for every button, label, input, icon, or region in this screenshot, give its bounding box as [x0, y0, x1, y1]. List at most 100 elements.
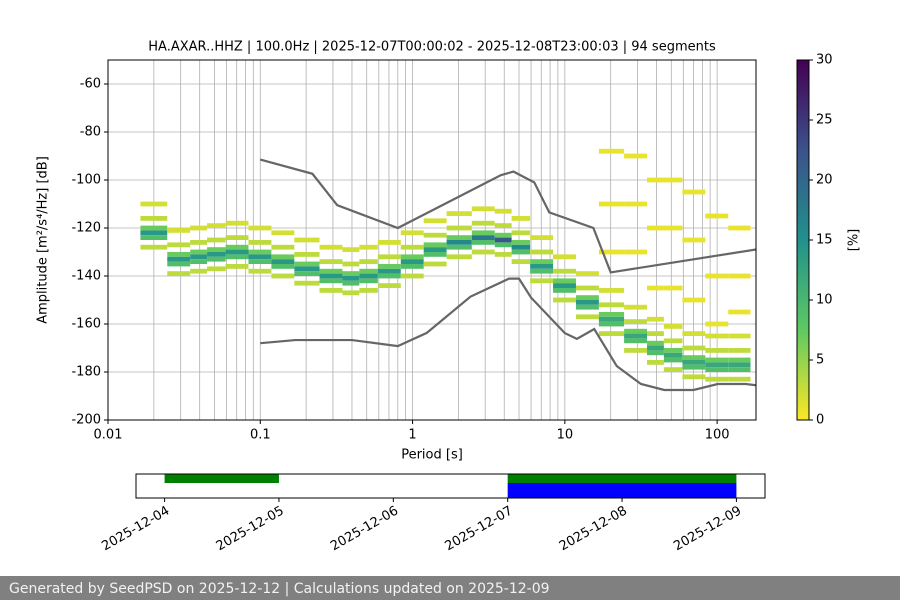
psd-cell: [248, 268, 272, 274]
psd-cell: [471, 230, 495, 236]
colorbar-tick-label: 10: [816, 293, 833, 308]
psd-cell: [511, 230, 531, 236]
psd-cell: [207, 256, 226, 262]
psd-cell: [728, 362, 751, 368]
psd-cell: [446, 244, 472, 250]
psd-cell: [598, 288, 625, 293]
psd-cell: [663, 357, 683, 363]
plot-frame: [107, 59, 757, 421]
psd-cell: [225, 235, 249, 240]
psd-cell: [682, 355, 706, 360]
psd-cell: [682, 237, 706, 243]
x-tick-label: 0.1: [250, 428, 271, 443]
psd-cell: [530, 235, 554, 240]
x-tick-label: 2025-12-04: [99, 504, 172, 555]
psd-cell: [624, 249, 648, 255]
psd-cell: [575, 314, 599, 320]
psd-cell: [647, 345, 664, 351]
psd-cell: [553, 297, 576, 303]
psd-cell: [682, 360, 706, 365]
psd-cell: [624, 319, 648, 324]
psd-cell: [663, 338, 683, 344]
psd-cell: [705, 357, 729, 363]
psd-cell: [271, 273, 295, 279]
colorbar-tick-label: 20: [816, 173, 833, 188]
psd-cell: [575, 271, 599, 276]
psd-cell: [647, 285, 664, 291]
psd-cell: [624, 333, 648, 339]
psd-cell: [624, 338, 648, 344]
psd-cell: [705, 273, 729, 279]
psd-cell: [511, 244, 531, 250]
x-tick-label: 10: [557, 428, 574, 443]
x-tick-label: 2025-12-08: [557, 504, 630, 555]
psd-cell: [663, 177, 683, 183]
timeline-frame: [135, 473, 766, 499]
colorbar-tick-label: 25: [816, 113, 833, 128]
colorbar-label: [%]: [847, 229, 862, 252]
psd-cell: [271, 230, 295, 236]
psd-cell: [705, 213, 729, 219]
footer-bar: [0, 576, 900, 600]
psd-cell: [511, 240, 531, 245]
psd-cell: [400, 273, 424, 279]
psd-cell: [377, 273, 401, 279]
psd-cell: [511, 249, 531, 255]
psd-cell: [294, 252, 320, 257]
psd-cell: [423, 261, 447, 267]
psd-cell: [377, 264, 401, 269]
psd-cell: [575, 300, 599, 305]
psd-cell: [471, 220, 495, 226]
psd-cell: [705, 348, 729, 353]
psd-cell: [494, 237, 512, 243]
colorbar: [796, 59, 810, 421]
psd-cell: [342, 271, 360, 276]
psd-cell: [319, 268, 343, 274]
psd-cell: [319, 244, 343, 250]
psd-cell: [598, 148, 625, 154]
x-axis-label: Period [s]: [401, 448, 463, 463]
psd-cell: [225, 220, 249, 226]
psd-cell: [271, 254, 295, 260]
psd-cell: [190, 254, 208, 260]
psd-cell: [494, 242, 512, 248]
psd-cell: [553, 268, 576, 274]
psd-cell: [598, 201, 625, 207]
psd-cell: [530, 264, 554, 269]
psd-cell: [167, 256, 191, 262]
psd-cell: [728, 376, 751, 382]
psd-cell: [140, 201, 168, 207]
psd-cell: [446, 254, 472, 260]
psd-cell: [167, 271, 191, 276]
psd-cell: [598, 321, 625, 327]
psd-cell: [647, 177, 664, 183]
psd-cell: [248, 259, 272, 264]
psd-cell: [471, 235, 495, 240]
psd-cell: [271, 264, 295, 269]
y-tick-label: -100: [71, 173, 101, 188]
psd-cell: [400, 259, 424, 264]
footer-text: Generated by SeedPSD on 2025-12-12 | Cal…: [9, 581, 550, 597]
psd-cell: [553, 288, 576, 293]
psd-cell: [471, 206, 495, 212]
colorbar-tick-label: 30: [816, 53, 833, 68]
psd-cell: [140, 225, 168, 231]
psd-cell: [423, 232, 447, 238]
availability-bar: [164, 474, 279, 483]
psd-cell: [471, 240, 495, 245]
y-axis-label: Amplitude [m²/s⁴/Hz] [dB]: [36, 156, 51, 324]
x-tick-label: 100: [705, 428, 730, 443]
psd-cell: [624, 328, 648, 334]
psd-cell: [248, 240, 272, 245]
psd-cell: [682, 374, 706, 380]
psd-cell: [400, 254, 424, 260]
psd-cell: [294, 266, 320, 272]
psd-cell: [728, 357, 751, 363]
psd-cell: [400, 264, 424, 269]
psd-cell: [359, 268, 378, 274]
psd-cell: [494, 223, 512, 228]
psd-cell: [423, 242, 447, 248]
psd-cell: [494, 208, 512, 214]
psd-cell: [728, 333, 751, 339]
